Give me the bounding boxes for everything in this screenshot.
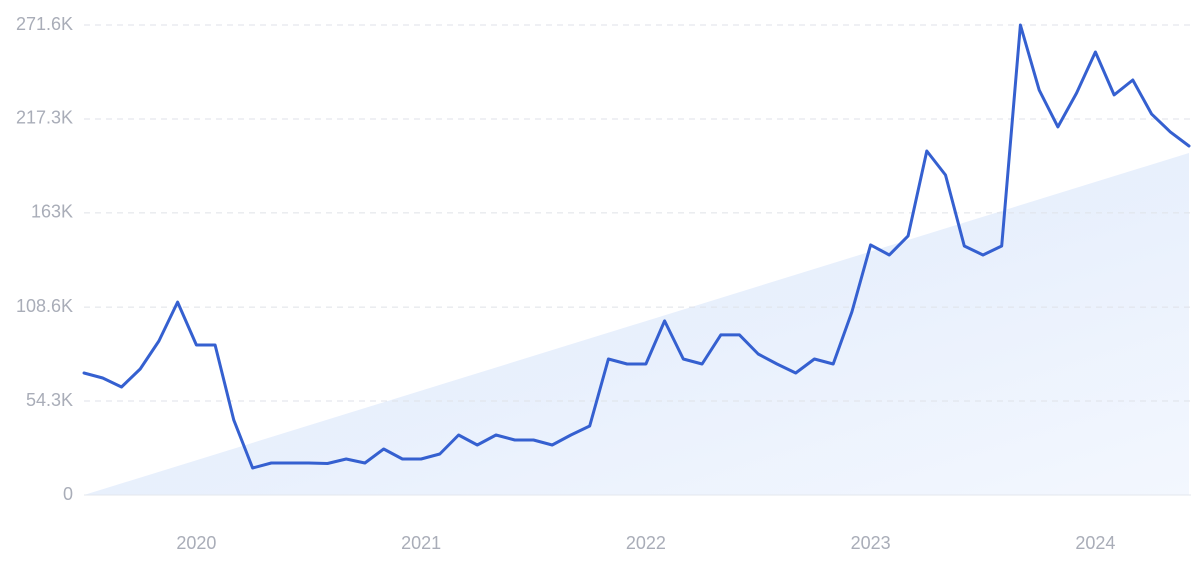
data-line <box>82 23 1191 470</box>
y-tick-label: 271.6K <box>16 14 73 34</box>
x-tick-label: 2024 <box>1075 533 1115 553</box>
x-tick-label: 2022 <box>626 533 666 553</box>
y-tick-label: 0 <box>63 484 73 504</box>
y-tick-label: 54.3K <box>26 390 73 410</box>
x-tick-label: 2023 <box>851 533 891 553</box>
y-tick-label: 108.6K <box>16 296 73 316</box>
x-tick-label: 2021 <box>401 533 441 553</box>
y-tick-label: 163K <box>31 202 73 222</box>
x-tick-label: 2020 <box>176 533 216 553</box>
y-tick-label: 217.3K <box>16 108 73 128</box>
trend-area <box>84 153 1189 495</box>
